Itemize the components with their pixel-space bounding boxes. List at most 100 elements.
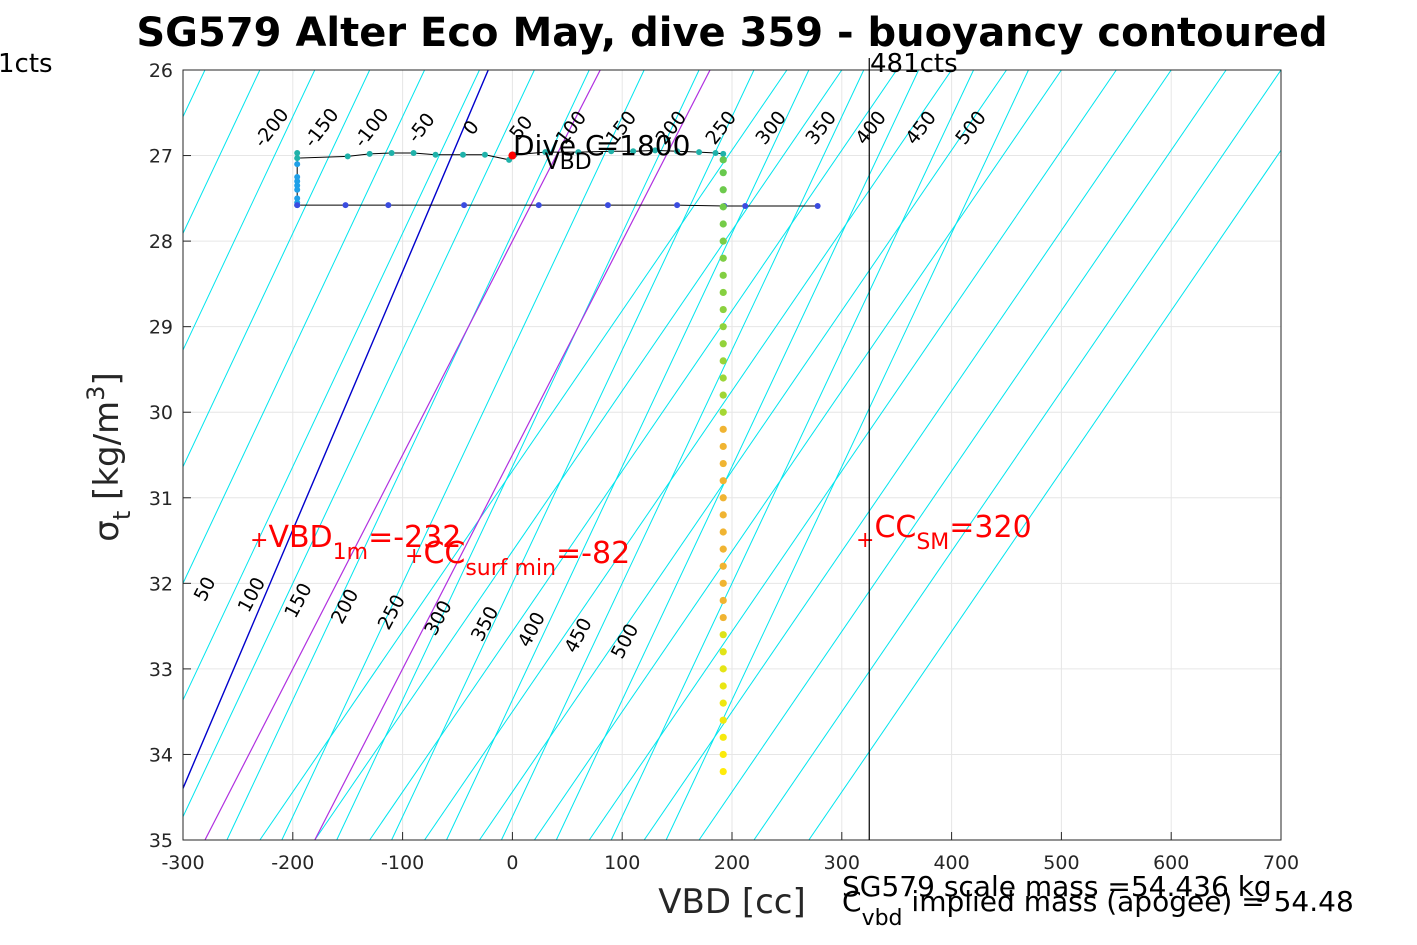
data-point xyxy=(674,202,681,209)
y-tick-label: 29 xyxy=(149,317,173,339)
contour-line xyxy=(424,70,953,840)
contour-label-upper: -50 xyxy=(403,109,439,147)
y-tick-label: 28 xyxy=(149,231,173,253)
data-point xyxy=(719,408,727,416)
y-axis-close: ] xyxy=(87,372,127,385)
data-point xyxy=(719,528,727,536)
contour-line xyxy=(643,70,1172,840)
y-tick-label: 33 xyxy=(149,659,173,681)
data-point xyxy=(719,767,727,776)
data-point xyxy=(719,442,727,451)
x-tick-label: 400 xyxy=(933,852,969,874)
data-point xyxy=(294,186,301,193)
data-point xyxy=(719,425,727,433)
y-tick-label: 31 xyxy=(149,488,173,510)
data-point xyxy=(608,148,615,155)
y-axis-superscript: 3 xyxy=(82,386,110,401)
data-point xyxy=(742,203,749,210)
y-tick-label: 27 xyxy=(149,146,173,168)
magenta-line xyxy=(314,70,711,840)
contour-label-upper: 0 xyxy=(459,116,484,139)
data-point xyxy=(652,147,659,154)
contour-line xyxy=(808,149,1281,840)
y-tick-label: 32 xyxy=(149,573,173,595)
y-tick-label: 26 xyxy=(149,60,173,82)
svg-text:σt [kg/m3]: σt [kg/m3] xyxy=(82,372,136,541)
data-point xyxy=(814,203,821,210)
data-point xyxy=(294,202,301,209)
data-point xyxy=(459,151,466,158)
data-point xyxy=(294,195,301,202)
data-point xyxy=(604,202,611,209)
x-tick-label: 100 xyxy=(604,852,640,874)
x-tick-label: 200 xyxy=(714,852,750,874)
contour-line xyxy=(281,70,645,840)
contour-line xyxy=(446,70,810,840)
data-point xyxy=(294,178,301,185)
contour-line xyxy=(698,70,1227,840)
x-tick-label: 500 xyxy=(1043,852,1079,874)
contour-label-lower: 150 xyxy=(280,579,316,621)
y-axis-symbol: σ xyxy=(87,520,127,542)
y-axis-ticks: 26 27 28 29 30 31 32 33 34 35 xyxy=(149,60,191,852)
contour-line xyxy=(183,70,480,702)
contour-label-upper: -150 xyxy=(300,104,344,152)
data-point xyxy=(294,173,301,180)
data-point xyxy=(719,733,727,741)
contour-line xyxy=(533,70,1062,840)
x-tick-label: -300 xyxy=(161,852,204,874)
x-axis-ticks: -300 -200 -100 0 100 200 300 400 500 600 700 xyxy=(161,832,1299,874)
data-point xyxy=(719,613,727,622)
data-point xyxy=(719,357,727,365)
vbd-1m-annotation: +VBD1m=-232 xyxy=(250,520,461,565)
y-axis-units: [kg/m xyxy=(87,401,127,500)
x-tick-label: -100 xyxy=(381,852,424,874)
contour-label-lower: 300 xyxy=(420,597,456,639)
contour-line xyxy=(259,70,788,840)
scale-mass-footer: SG579 scale mass =54.436 kg xyxy=(842,870,1272,903)
red-marker xyxy=(508,151,517,160)
data-point xyxy=(719,459,727,468)
data-point xyxy=(719,203,727,211)
vertical-line-label: 481cts xyxy=(870,49,958,79)
data-point xyxy=(410,149,417,156)
data-point xyxy=(719,494,727,502)
contour-line xyxy=(183,70,535,818)
contour-label-upper: 350 xyxy=(801,107,841,149)
data-point xyxy=(294,149,301,156)
data-point xyxy=(719,562,727,570)
data-point xyxy=(719,156,727,164)
y-tick-label: 30 xyxy=(149,402,173,424)
data-point xyxy=(575,149,582,156)
contour-line xyxy=(665,70,1029,840)
contour-line xyxy=(391,70,755,840)
data-point xyxy=(719,648,727,656)
data-point xyxy=(720,150,727,157)
data-point xyxy=(674,148,681,155)
contour-label-upper: -100 xyxy=(350,104,394,152)
contour-line xyxy=(369,70,898,840)
data-point xyxy=(388,149,395,156)
track-line-lower xyxy=(297,204,818,207)
data-point xyxy=(432,151,439,158)
data-point xyxy=(719,750,727,759)
data-point xyxy=(344,153,351,160)
data-point xyxy=(719,305,727,314)
data-point xyxy=(719,374,727,382)
x-tick-label: 0 xyxy=(506,852,518,874)
data-point xyxy=(719,254,727,262)
cc-surf-min-annotation: +CCsurf min=-82 xyxy=(405,536,630,581)
chart-title: SG579 Alter Eco May, dive 359 - buoyancy… xyxy=(136,10,1327,56)
contour-line xyxy=(479,70,1007,840)
data-point xyxy=(719,169,727,177)
data-point xyxy=(719,391,727,399)
contour-label-upper: 450 xyxy=(901,107,941,149)
contour-line xyxy=(226,70,590,840)
data-point xyxy=(719,682,727,690)
x-tick-label: -200 xyxy=(271,852,314,874)
data-point xyxy=(719,699,727,707)
contour-line xyxy=(183,70,426,585)
data-point xyxy=(461,202,468,209)
contour-line xyxy=(336,70,700,840)
